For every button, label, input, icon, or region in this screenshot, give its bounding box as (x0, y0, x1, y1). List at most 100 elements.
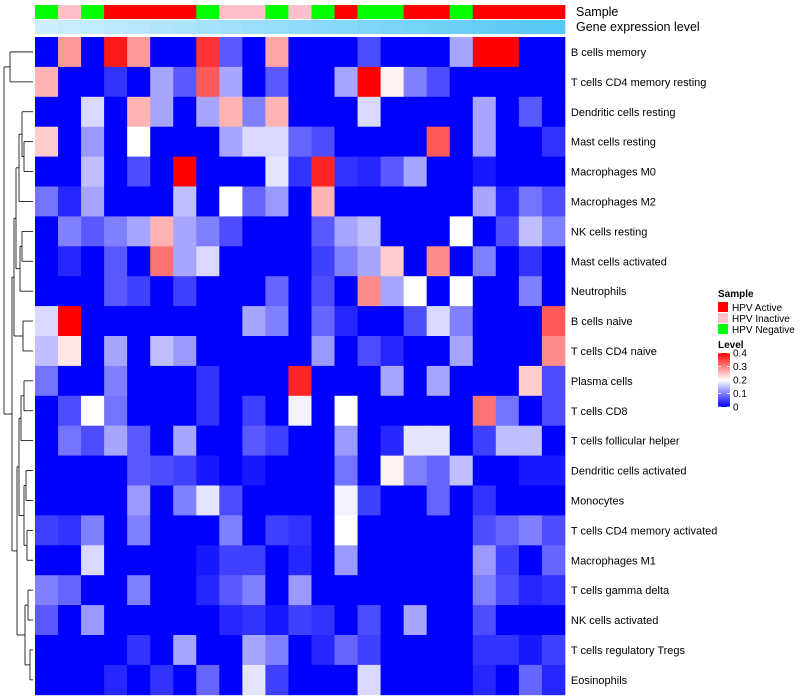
heatmap-cell (449, 66, 474, 98)
heatmap-cell (196, 216, 220, 247)
heatmap-cell (196, 37, 220, 68)
heatmap-cell (242, 635, 266, 666)
heatmap-cell (58, 664, 82, 696)
heatmap-cell (219, 96, 243, 128)
heatmap-cell (35, 635, 59, 666)
heatmap-cell (81, 306, 105, 337)
heatmap-cell (173, 425, 197, 456)
heatmap-cell (288, 635, 312, 666)
heatmap-cell (288, 66, 312, 98)
heatmap-cell (472, 96, 497, 128)
expression-annotation-cell (35, 20, 59, 34)
heatmap-cell (311, 186, 335, 217)
heatmap-cell (150, 664, 174, 696)
heatmap-cell (541, 96, 566, 128)
heatmap-cell (495, 545, 520, 576)
heatmap-cell (173, 156, 197, 187)
heatmap-cell (426, 336, 451, 367)
heatmap-cell (242, 126, 266, 157)
heatmap-cell (449, 365, 474, 397)
heatmap-cell (265, 126, 289, 157)
heatmap-cell (495, 37, 520, 68)
sample-annotation-cell (219, 5, 243, 19)
heatmap-cell (380, 216, 405, 247)
legend-title-sample: Sample (718, 289, 754, 300)
expression-annotation-cell (449, 20, 474, 34)
heatmap-cell (104, 126, 128, 157)
heatmap-cell (173, 336, 197, 367)
heatmap-cell (449, 37, 474, 68)
heatmap-cell (518, 425, 543, 456)
heatmap-cell (219, 126, 243, 157)
heatmap-cell (219, 515, 243, 546)
heatmap-cell (242, 485, 266, 516)
heatmap-cell (35, 455, 59, 486)
heatmap-cell (426, 365, 451, 397)
heatmap-cell (495, 575, 520, 606)
heatmap-cell (127, 66, 151, 98)
heatmap-cell (196, 635, 220, 666)
heatmap-cell (35, 126, 59, 157)
heatmap-cell (472, 126, 497, 157)
heatmap-cell (150, 575, 174, 606)
heatmap-cell (380, 246, 405, 277)
row-label: Neutrophils (571, 286, 627, 298)
heatmap-cell (288, 126, 312, 157)
heatmap-cell (196, 156, 220, 187)
heatmap-cell (127, 306, 151, 337)
heatmap-cell (219, 246, 243, 277)
heatmap-cell (311, 365, 335, 397)
heatmap-cell (150, 96, 174, 128)
expression-annotation-cell (495, 20, 520, 34)
heatmap-cell (242, 66, 266, 98)
heatmap-cell (150, 216, 174, 247)
heatmap-cell (173, 186, 197, 217)
heatmap-cell (150, 37, 174, 68)
heatmap-cell (265, 306, 289, 337)
heatmap-cell (380, 156, 405, 187)
heatmap-cell (81, 395, 105, 427)
heatmap-cell (541, 545, 566, 576)
heatmap-cell (127, 186, 151, 217)
heatmap-cell (196, 455, 220, 486)
heatmap-cell (81, 276, 105, 307)
heatmap-cell (449, 575, 474, 606)
heatmap-cell (472, 216, 497, 247)
sample-annotation-cell (449, 5, 474, 19)
heatmap-cell (311, 664, 335, 696)
heatmap-cell (265, 96, 289, 128)
heatmap-cell (104, 186, 128, 217)
heatmap-cell (518, 96, 543, 128)
heatmap-cell (380, 306, 405, 337)
heatmap-cell (219, 37, 243, 68)
heatmap-cell (403, 485, 428, 516)
heatmap-cell (380, 96, 405, 128)
heatmap-cell (81, 485, 105, 516)
heatmap-cell (265, 635, 289, 666)
expression-annotation-cell (518, 20, 543, 34)
heatmap-cell (265, 66, 289, 98)
heatmap-cell (518, 485, 543, 516)
heatmap-cell (104, 425, 128, 456)
heatmap-cell (219, 216, 243, 247)
heatmap-cell (104, 336, 128, 367)
heatmap-cell (334, 276, 358, 307)
heatmap-cell (58, 485, 82, 516)
heatmap-cell (58, 575, 82, 606)
heatmap-cell (518, 365, 543, 397)
heatmap-cell (81, 336, 105, 367)
heatmap-cell (357, 336, 381, 367)
heatmap-cell (426, 126, 451, 157)
heatmap-cell (173, 66, 197, 98)
heatmap-cell (288, 156, 312, 187)
heatmap-cell (35, 336, 59, 367)
heatmap-cell (403, 37, 428, 68)
heatmap-cell (426, 485, 451, 516)
expression-annotation-cell (311, 20, 335, 34)
heatmap-cell (426, 635, 451, 666)
heatmap-cell (265, 455, 289, 486)
heatmap-cell (81, 515, 105, 546)
heatmap-cell (426, 425, 451, 456)
